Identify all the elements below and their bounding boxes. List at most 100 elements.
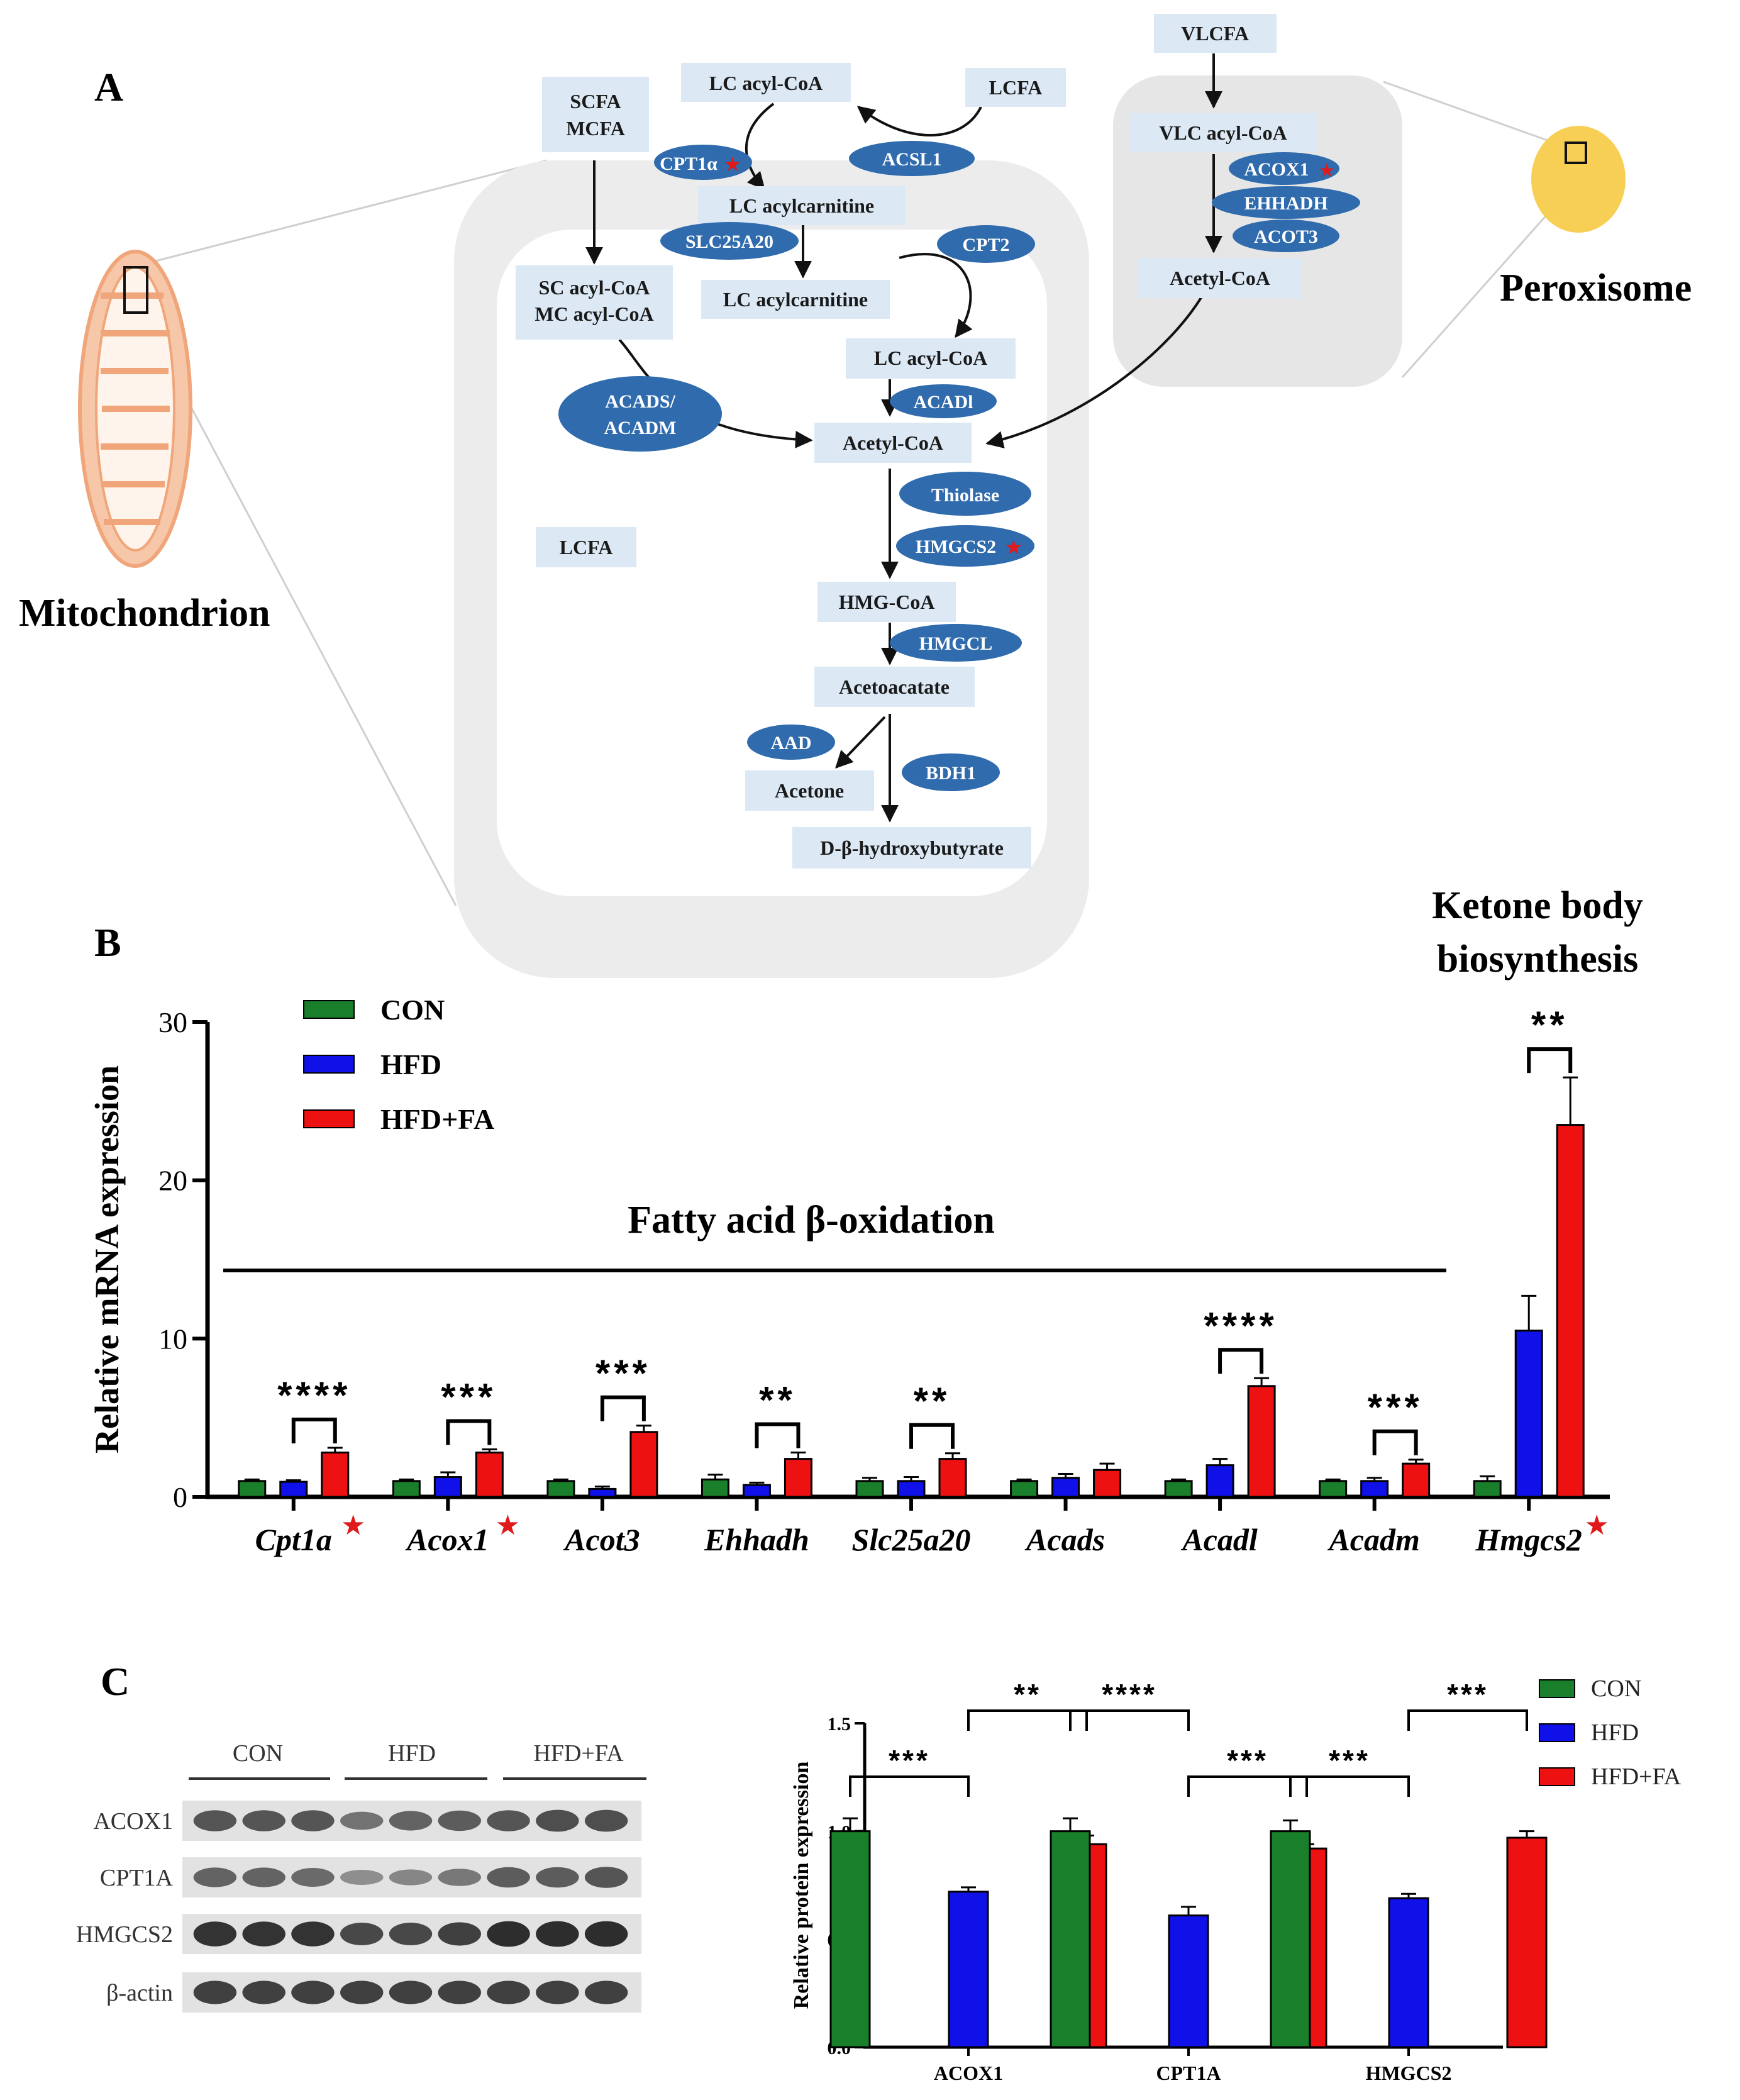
blot-band <box>389 1981 433 2004</box>
blot-group-label: HFD <box>388 1740 436 1767</box>
significance-bracket <box>849 1775 970 1797</box>
bar-con-ehhadh <box>701 1478 729 1498</box>
significance-bracket <box>1407 1709 1528 1731</box>
category-label: Acadm <box>1327 1522 1419 1557</box>
legend-swatch <box>303 1055 355 1074</box>
legend-label: CON <box>1591 1675 1641 1702</box>
blot-band <box>340 1923 384 1945</box>
significance-label: *** <box>441 1376 496 1418</box>
significance-label: *** <box>1329 1744 1370 1777</box>
bar-con-acadm <box>1319 1480 1348 1498</box>
legend-label: HFD <box>380 1048 441 1081</box>
bar-con-cpt1a <box>238 1480 267 1498</box>
blot-band <box>242 1810 285 1831</box>
blot-band <box>584 1921 628 1947</box>
significance-label: **** <box>277 1374 351 1416</box>
bar-hfd-acads <box>1051 1477 1080 1498</box>
bar-hfd-acadl <box>1205 1464 1234 1498</box>
legend-label: HFD+FA <box>1591 1764 1682 1790</box>
significance-bracket <box>1372 1429 1418 1455</box>
significance-bracket <box>967 1709 1088 1731</box>
bar-hfd-acadm <box>1360 1480 1389 1498</box>
blot-band <box>340 1870 384 1885</box>
blot-band <box>536 1981 579 2004</box>
bar-con-acads <box>1010 1480 1039 1498</box>
blot-protein-label: CPT1A <box>100 1865 174 1891</box>
bar-hfd-cpt1a <box>279 1481 308 1498</box>
enzyme-thiolase: Thiolase <box>931 485 999 506</box>
blot-band <box>438 1810 481 1831</box>
zoom-lines <box>143 81 1560 906</box>
significance-label: ** <box>1014 1678 1041 1711</box>
significance-bracket <box>1289 1775 1410 1797</box>
panel-b-label: B <box>94 920 121 965</box>
enzyme-hmgcs2: HMGCS2 <box>916 536 996 557</box>
blot-band <box>193 1810 237 1831</box>
star-icon: ★ <box>1005 536 1023 558</box>
legend-swatch <box>1539 1679 1575 1698</box>
blot-protein-label: HMGCS2 <box>76 1921 173 1948</box>
blot-group-label: HFD+FA <box>533 1740 624 1767</box>
category-label: Acads <box>1024 1522 1105 1557</box>
enzyme-acadm: ACADM <box>604 418 677 438</box>
annotation-line-1: Ketone body <box>1432 884 1643 927</box>
node-acetyl-coa-perox: Acetyl-CoA <box>1170 267 1270 289</box>
category-label: Cpt1a <box>255 1522 332 1557</box>
node-hmg-coa: HMG-CoA <box>839 591 935 613</box>
bar-hfd-fa-acot3 <box>629 1431 658 1498</box>
category-label: Acox1 <box>405 1522 489 1557</box>
node-mcfa: MCFA <box>566 117 625 140</box>
significance-bracket <box>446 1419 492 1445</box>
blot-band <box>242 1867 285 1887</box>
category-label: Acadl <box>1180 1522 1258 1557</box>
node-hydroxybutyrate: D-β-hydroxybutyrate <box>820 836 1004 859</box>
significance-bracket <box>1069 1709 1190 1731</box>
blot-band <box>584 1981 628 2004</box>
significance-label: *** <box>596 1352 651 1394</box>
bar-con-cpt1a <box>1050 1830 1091 2048</box>
category-label: Ehhadh <box>704 1522 809 1557</box>
pathway-nodes: SCFA MCFA LC acyl-CoA LCFA LC acylcarnit… <box>516 14 1317 869</box>
enzyme-cpt2: CPT2 <box>963 235 1010 255</box>
category-label: Acot3 <box>563 1522 640 1557</box>
enzyme-ehhadh: EHHADH <box>1244 193 1327 214</box>
bar-hfd-fa-slc25a20 <box>938 1458 967 1498</box>
bar-hfd-acox1 <box>433 1476 462 1498</box>
category-label: HMGCS2 <box>1366 2062 1452 2084</box>
y-tick-label: 0 <box>173 1481 187 1513</box>
blot-band <box>389 1869 433 1886</box>
y-axis-label: Relative protein expression <box>790 1762 813 2009</box>
node-lcfa-inner: LCFA <box>560 536 613 558</box>
category-label: Slc25a20 <box>852 1522 971 1557</box>
bar-con-acot3 <box>546 1480 575 1498</box>
legend-swatch <box>303 1000 355 1019</box>
node-sc-acyl-coa: SC acyl-CoA <box>539 276 650 299</box>
significance-bracket <box>1187 1775 1308 1797</box>
blot-band <box>536 1921 579 1947</box>
blot-band <box>584 1809 628 1832</box>
bar-hfd-fa-ehhadh <box>784 1458 812 1498</box>
significance-label: **** <box>1204 1304 1277 1347</box>
bar-hfd-fa-acox1 <box>475 1452 504 1498</box>
node-vlcfa: VLCFA <box>1181 22 1249 45</box>
legend-label: HFD <box>1591 1719 1639 1746</box>
enzyme-acadl: ACADl <box>914 392 973 413</box>
significance-label: ** <box>914 1380 951 1422</box>
legend-swatch <box>303 1109 355 1128</box>
bar-hfd-fa-acads <box>1093 1469 1122 1498</box>
bar-hfd-acox1 <box>948 1891 989 2048</box>
bar-hfd-acot3 <box>588 1487 617 1498</box>
significance-label: *** <box>1447 1678 1488 1711</box>
node-acetyl-coa: Acetyl-CoA <box>843 431 943 454</box>
enzyme-slc25a20: SLC25A20 <box>685 231 773 252</box>
node-lcfa-top: LCFA <box>989 76 1043 99</box>
significance-label: ** <box>1531 1004 1568 1046</box>
significance-label: ** <box>759 1379 796 1421</box>
blot-band <box>438 1922 481 1946</box>
enzyme-hmgcl: HMGCL <box>919 633 993 654</box>
y-tick-label: 10 <box>158 1323 187 1355</box>
blot-group-label: CON <box>233 1740 283 1767</box>
significance-bracket <box>600 1395 646 1421</box>
blot-protein-label: β-actin <box>106 1980 173 2006</box>
